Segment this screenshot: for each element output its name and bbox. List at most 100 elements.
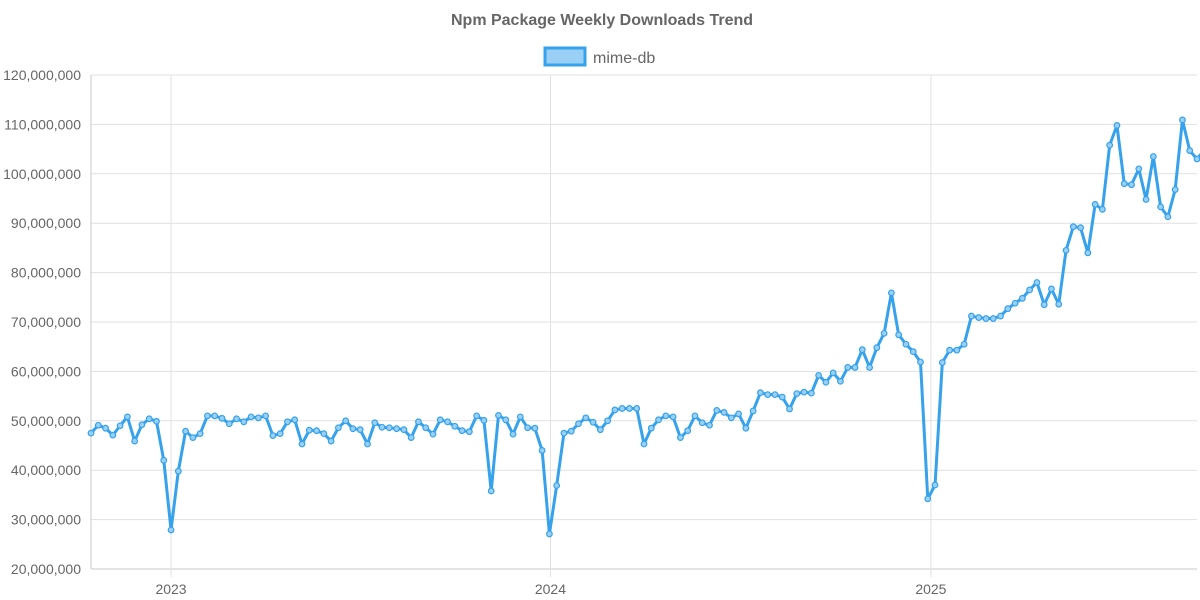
data-point	[349, 425, 357, 433]
data-point	[531, 424, 539, 432]
data-point	[436, 416, 444, 424]
series-mime-db	[89, 118, 1200, 536]
data-point	[1179, 116, 1186, 124]
data-point	[480, 416, 488, 424]
x-axis-tick-labels: 2023 2024 2025	[155, 581, 946, 597]
data-point	[233, 415, 240, 423]
data-point	[138, 421, 146, 429]
data-point	[1018, 294, 1026, 302]
data-point	[1062, 246, 1070, 254]
data-point	[691, 412, 699, 420]
data-point	[997, 312, 1004, 320]
legend-swatch-mime-db[interactable]	[543, 46, 587, 67]
data-point	[400, 426, 408, 434]
series-mime-db-points	[87, 116, 1200, 538]
data-point	[87, 429, 95, 437]
data-point	[342, 417, 350, 425]
data-point	[938, 359, 946, 366]
data-point	[131, 437, 139, 445]
data-point	[145, 415, 153, 423]
data-point	[837, 377, 844, 385]
data-point	[735, 410, 742, 418]
legend[interactable]: mime-db	[543, 46, 655, 67]
data-point	[305, 426, 313, 434]
y-tick-label: 100,000,000	[3, 166, 81, 182]
data-point	[662, 412, 670, 420]
legend-label-mime-db[interactable]: mime-db	[593, 50, 655, 67]
data-point	[909, 348, 917, 356]
data-point	[153, 417, 160, 425]
data-point	[174, 467, 182, 475]
data-point	[858, 346, 866, 354]
data-point	[502, 416, 510, 424]
data-point	[1069, 223, 1077, 231]
data-point	[567, 427, 575, 435]
data-point	[109, 431, 117, 439]
data-point	[1113, 121, 1121, 129]
data-point	[1142, 196, 1150, 203]
data-point	[866, 364, 873, 371]
data-point	[742, 424, 750, 432]
data-point	[633, 405, 641, 412]
data-point	[1033, 279, 1041, 286]
data-point	[851, 364, 859, 371]
data-point	[822, 378, 830, 386]
data-point	[1106, 141, 1114, 149]
y-tick-label: 120,000,000	[3, 67, 81, 83]
data-point	[611, 406, 619, 414]
data-point	[1055, 300, 1063, 308]
data-point	[778, 393, 786, 401]
data-point	[269, 432, 277, 440]
data-point	[487, 487, 495, 495]
data-point	[676, 434, 684, 442]
data-point	[334, 424, 342, 432]
data-point	[596, 426, 604, 434]
data-point	[189, 434, 197, 442]
data-point	[560, 429, 568, 437]
data-point	[829, 369, 837, 377]
data-point	[1128, 181, 1135, 189]
data-point	[946, 346, 954, 354]
data-point	[116, 422, 124, 430]
data-point	[240, 418, 248, 426]
data-point	[1091, 201, 1099, 208]
data-point	[458, 427, 466, 435]
data-point	[1120, 180, 1128, 188]
data-point	[771, 391, 779, 399]
data-point	[1149, 153, 1157, 160]
data-point	[415, 418, 422, 426]
y-tick-label: 80,000,000	[11, 265, 81, 281]
data-point	[182, 427, 189, 435]
x-tick-label: 2023	[155, 581, 186, 597]
data-point	[378, 423, 386, 431]
data-point	[626, 405, 633, 412]
data-point	[254, 414, 262, 422]
data-point	[422, 424, 430, 432]
data-point	[538, 447, 546, 454]
data-point	[669, 413, 677, 421]
data-point	[247, 413, 255, 421]
data-point	[698, 419, 706, 427]
y-tick-label: 90,000,000	[11, 215, 81, 231]
data-point	[429, 430, 437, 438]
data-point	[1135, 165, 1143, 173]
data-point	[873, 344, 881, 352]
data-point	[786, 405, 793, 413]
data-point	[356, 426, 364, 434]
data-point	[793, 390, 801, 398]
y-tick-label: 110,000,000	[4, 116, 81, 132]
data-point	[640, 440, 648, 448]
data-point	[473, 412, 481, 420]
data-point	[385, 424, 393, 432]
data-point	[1077, 224, 1084, 232]
data-point	[211, 412, 219, 420]
data-point	[1186, 147, 1194, 154]
data-point	[764, 391, 772, 399]
y-tick-label: 40,000,000	[11, 462, 81, 478]
y-tick-label: 30,000,000	[11, 512, 81, 528]
data-point	[684, 427, 692, 435]
data-point	[364, 440, 371, 448]
data-point	[291, 416, 299, 424]
data-point	[887, 289, 895, 297]
